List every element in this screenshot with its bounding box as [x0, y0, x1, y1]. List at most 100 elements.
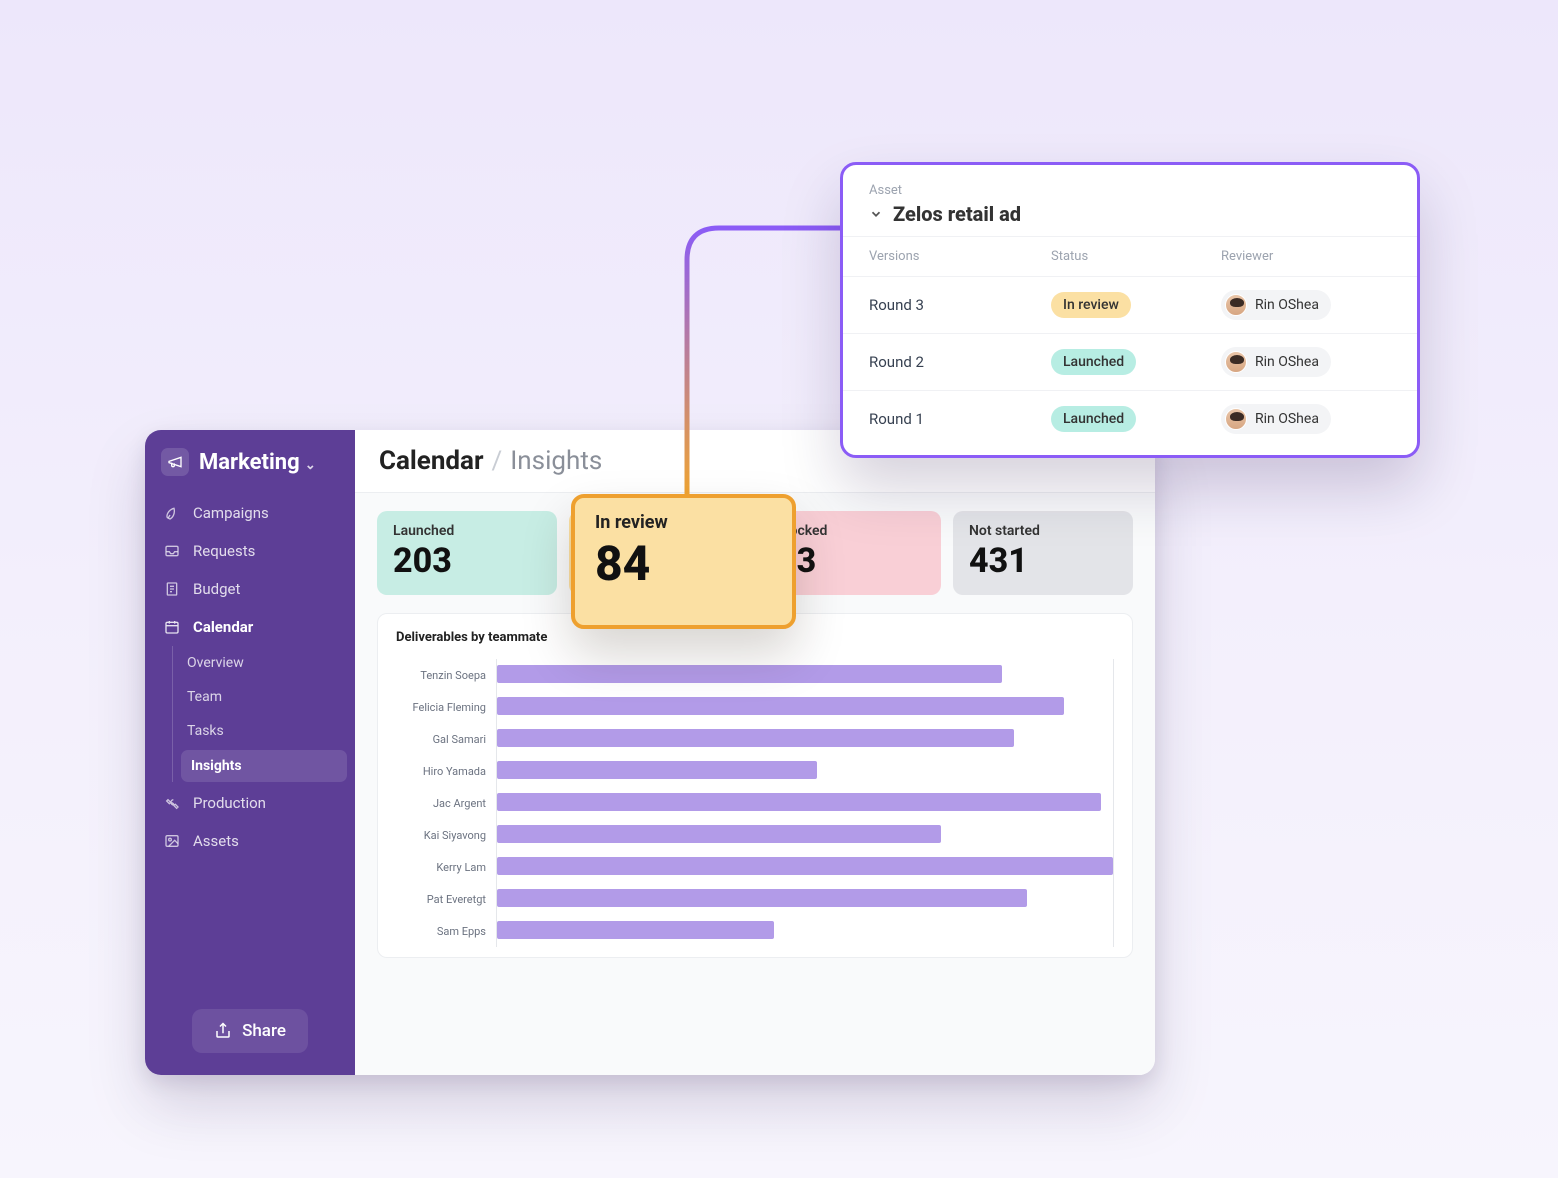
chart-track: [496, 755, 1114, 787]
chart-row-label: Tenzin Soepa: [396, 669, 496, 682]
chart-bar: [497, 825, 941, 843]
status-badge: Launched: [1051, 406, 1136, 432]
stat-card-not-started[interactable]: Not started 431: [953, 511, 1133, 595]
sidebar: Marketing ⌄ Campaigns Requests Budget Calen…: [145, 430, 355, 1075]
sidebar-item-label: Requests: [193, 542, 255, 560]
cell-reviewer: Rin OShea: [1221, 391, 1391, 447]
chart-track: [496, 883, 1114, 915]
table-row[interactable]: Round 1 Launched Rin OShea: [843, 390, 1417, 447]
share-button[interactable]: Share: [192, 1009, 308, 1053]
chart-bar: [497, 729, 1014, 747]
popover-eyebrow: Asset: [869, 183, 1391, 198]
reviewer-chip[interactable]: Rin OShea: [1221, 347, 1331, 377]
sidebar-item-budget[interactable]: Budget: [145, 570, 355, 608]
chart-row-label: Gal Samari: [396, 733, 496, 746]
chart-bar: [497, 697, 1064, 715]
deliverables-chart: Deliverables by teammate Tenzin SoepaFel…: [377, 613, 1133, 958]
sidebar-item-requests[interactable]: Requests: [145, 532, 355, 570]
chart-row: Felicia Fleming: [396, 691, 1114, 723]
workspace-title[interactable]: Marketing ⌄: [199, 450, 316, 475]
table-header-row: Versions Status Reviewer: [843, 236, 1417, 276]
sidebar-subitem-tasks[interactable]: Tasks: [173, 714, 355, 748]
chevron-down-icon: [869, 207, 883, 221]
megaphone-icon: [161, 448, 189, 476]
stat-label: Blocked: [777, 523, 925, 539]
chart-track: [496, 915, 1114, 947]
table-row[interactable]: Round 3 In review Rin OShea: [843, 276, 1417, 333]
highlight-label: In review: [595, 512, 772, 533]
avatar: [1225, 408, 1247, 430]
chart-track: [496, 659, 1114, 691]
sidebar-subitem-overview[interactable]: Overview: [173, 646, 355, 680]
popover-title-row[interactable]: Zelos retail ad: [869, 202, 1391, 226]
popover-title: Zelos retail ad: [893, 202, 1021, 226]
reviewer-name: Rin OShea: [1255, 297, 1319, 313]
sidebar-item-calendar[interactable]: Calendar: [145, 608, 355, 646]
breadcrumb-main[interactable]: Calendar: [379, 446, 484, 476]
sidebar-item-campaigns[interactable]: Campaigns: [145, 494, 355, 532]
chart-bar: [497, 857, 1113, 875]
cell-status: In review: [1051, 279, 1221, 331]
breadcrumb-sub: Insights: [510, 446, 602, 476]
cell-reviewer: Rin OShea: [1221, 277, 1391, 333]
status-badge: Launched: [1051, 349, 1136, 375]
cell-status: Launched: [1051, 393, 1221, 445]
status-badge: In review: [1051, 292, 1131, 318]
image-icon: [163, 832, 181, 850]
sidebar-nav: CampaignsRequestsBudgetCalendarOverviewT…: [145, 490, 355, 1009]
rocket-icon: [163, 504, 181, 522]
col-header-status: Status: [1051, 237, 1221, 276]
versions-table: Versions Status Reviewer Round 3 In revi…: [843, 236, 1417, 447]
sidebar-item-label: Campaigns: [193, 504, 269, 522]
in-review-highlight-card[interactable]: In review 84: [571, 494, 796, 629]
reviewer-name: Rin OShea: [1255, 411, 1319, 427]
sidebar-item-label: Production: [193, 794, 266, 812]
stat-value: 13: [777, 541, 925, 581]
stat-label: Launched: [393, 523, 541, 539]
chart-track: [496, 787, 1114, 819]
stat-value: 431: [969, 541, 1117, 581]
sidebar-item-label: Calendar: [193, 618, 253, 636]
cell-version: Round 1: [869, 397, 1051, 441]
chart-bar: [497, 889, 1027, 907]
col-header-reviewer: Reviewer: [1221, 237, 1391, 276]
avatar: [1225, 294, 1247, 316]
chart-row-label: Sam Epps: [396, 925, 496, 938]
sidebar-item-production[interactable]: Production: [145, 784, 355, 822]
chart-row: Jac Argent: [396, 787, 1114, 819]
stat-label: Not started: [969, 523, 1117, 539]
chart-bar: [497, 793, 1101, 811]
asset-detail-popover: Asset Zelos retail ad Versions Status Re…: [840, 162, 1420, 458]
reviewer-name: Rin OShea: [1255, 354, 1319, 370]
chart-row-label: Jac Argent: [396, 797, 496, 810]
table-row[interactable]: Round 2 Launched Rin OShea: [843, 333, 1417, 390]
col-header-versions: Versions: [869, 237, 1051, 276]
sidebar-item-label: Budget: [193, 580, 240, 598]
chart-row: Pat Everetgt: [396, 883, 1114, 915]
chart-row: Sam Epps: [396, 915, 1114, 947]
cell-status: Launched: [1051, 336, 1221, 388]
cell-reviewer: Rin OShea: [1221, 334, 1391, 390]
sidebar-item-label: Assets: [193, 832, 239, 850]
breadcrumb-separator: /: [492, 446, 503, 476]
sidebar-subnav: OverviewTeamTasksInsights: [172, 646, 355, 782]
chevron-down-icon: ⌄: [302, 458, 316, 473]
sidebar-header: Marketing ⌄: [145, 448, 355, 490]
chart-row: Hiro Yamada: [396, 755, 1114, 787]
cell-version: Round 2: [869, 340, 1051, 384]
chart-row: Kai Siyavong: [396, 819, 1114, 851]
chart-bar: [497, 921, 774, 939]
sidebar-subitem-insights[interactable]: Insights: [181, 750, 347, 782]
chart-row: Tenzin Soepa: [396, 659, 1114, 691]
share-label: Share: [242, 1021, 286, 1041]
chart-row: Gal Samari: [396, 723, 1114, 755]
sidebar-subitem-team[interactable]: Team: [173, 680, 355, 714]
stat-card-launched[interactable]: Launched203: [377, 511, 557, 595]
chart-row-label: Kai Siyavong: [396, 829, 496, 842]
share-icon: [214, 1022, 232, 1040]
reviewer-chip[interactable]: Rin OShea: [1221, 290, 1331, 320]
sidebar-item-assets[interactable]: Assets: [145, 822, 355, 860]
calendar-icon: [163, 618, 181, 636]
reviewer-chip[interactable]: Rin OShea: [1221, 404, 1331, 434]
chart-row-label: Kerry Lam: [396, 861, 496, 874]
